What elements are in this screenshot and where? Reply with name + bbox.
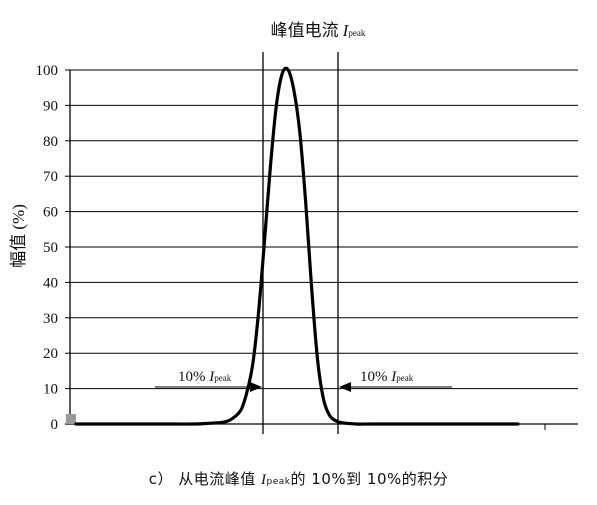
y-tick-label: 10: [43, 382, 58, 398]
figure-caption: c） 从电流峰值 Ipeak的 10%到 10%的积分: [148, 470, 449, 488]
left-annotation-label: 10% Ipeak: [178, 369, 232, 385]
grid-lines: [65, 69, 578, 425]
series-curve: [74, 66, 520, 426]
y-tick-label: 60: [43, 205, 58, 221]
y-tick-label: 0: [51, 417, 59, 433]
chart-title: 峰值电流 Ipeak: [271, 21, 366, 40]
y-tick-label: 30: [43, 311, 58, 327]
right-annotation-label: 10% Ipeak: [360, 369, 414, 385]
y-tick-label: 90: [43, 98, 58, 114]
y-tick-label: 40: [43, 275, 58, 291]
y-tick-labels: 0 10 20 30 40 50 60 70 80 90 100: [36, 63, 59, 433]
y-tick-label: 20: [43, 346, 58, 362]
right-annotation-arrowhead: [339, 382, 351, 392]
y-tick-label: 100: [36, 63, 59, 79]
origin-marker: [66, 414, 76, 424]
y-tick-label: 70: [43, 169, 58, 185]
y-tick-label: 80: [43, 134, 58, 150]
left-annotation-arrowhead: [250, 382, 262, 392]
y-axis-label: 幅值 (%): [9, 204, 28, 268]
y-tick-label: 50: [43, 240, 58, 256]
